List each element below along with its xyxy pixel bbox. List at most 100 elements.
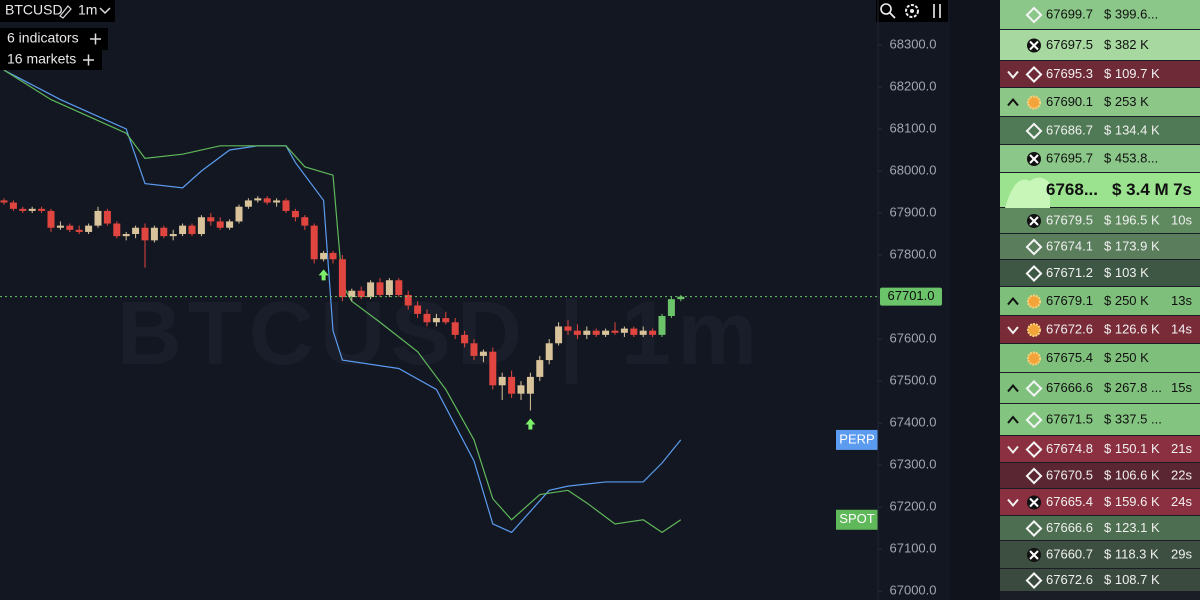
exchange-icon-mark: [1029, 40, 1039, 51]
trade-amount: $ 123.1 K: [1104, 520, 1160, 535]
y-tick-label: 67600.0: [890, 331, 937, 346]
last-price-box: [880, 287, 942, 306]
markets-box[interactable]: [0, 50, 102, 70]
candle-body: [226, 221, 234, 228]
symbol[interactable]: BTCUSD: [5, 2, 63, 18]
search-handle: [889, 12, 896, 19]
candle-body: [320, 252, 328, 260]
candle-body: [536, 360, 544, 377]
candle-body: [395, 280, 403, 295]
candle-body: [432, 318, 440, 323]
candle-body: [658, 315, 666, 335]
candle-body: [517, 385, 525, 394]
y-tick-label: 67500.0: [890, 373, 937, 388]
exchange-icon-mark: [1029, 497, 1039, 508]
candle-body: [38, 208, 46, 211]
exchange-icon: [1025, 238, 1043, 256]
edit-icon[interactable]: [59, 5, 72, 19]
candle-body: [28, 208, 36, 211]
trade-row: [1000, 61, 1200, 87]
menu-icon[interactable]: [933, 4, 941, 18]
timeframe-chevron[interactable]: [99, 7, 111, 15]
trade-age: 24s: [1171, 494, 1192, 509]
candle-body: [103, 210, 111, 224]
trade-price: 67679.1: [1046, 293, 1093, 308]
candle-body: [508, 376, 516, 394]
trade-price: 67674.8: [1046, 441, 1093, 456]
exchange-icon-mark: [1029, 550, 1039, 560]
trade-price: 67697.5: [1046, 37, 1093, 52]
trade-price: 67679.5: [1046, 212, 1093, 227]
trade-amount: $ 196.5 K: [1104, 212, 1160, 227]
trade-row: [1000, 0, 1200, 29]
y-tick-label: 67900.0: [890, 204, 937, 219]
candle-body: [188, 225, 196, 235]
exchange-icon-mark: [1029, 154, 1039, 164]
y-tick-label: 68100.0: [890, 120, 937, 135]
trade-age: 22s: [1171, 467, 1192, 482]
indicators-box[interactable]: [0, 28, 108, 50]
indicators[interactable]: 6 indicators: [7, 30, 79, 46]
candle-body: [254, 198, 262, 201]
trade-price: 67670.5: [1046, 467, 1093, 482]
candle-body: [56, 225, 64, 228]
candle-body: [141, 227, 149, 241]
trade-amount: $ 173.9 K: [1104, 238, 1160, 253]
symbol-box[interactable]: [0, 0, 115, 22]
candle-body: [367, 282, 375, 298]
candle-body: [639, 330, 647, 335]
trade-age: 29s: [1171, 546, 1192, 561]
trade-price: 6768...: [1046, 180, 1098, 199]
exchange-icon: [1027, 351, 1041, 366]
trade-arrow: [1007, 70, 1019, 80]
trade-arrow: [1007, 445, 1019, 455]
y-tick-label: 68200.0: [890, 78, 937, 93]
trade-price: 67699.7: [1046, 6, 1093, 21]
candle-body: [376, 282, 384, 295]
candle-body: [235, 206, 243, 222]
add-indicator[interactable]: [90, 33, 101, 45]
candle-body: [216, 221, 224, 228]
candle-body: [150, 227, 158, 241]
candle-body: [564, 326, 572, 331]
y-tick-label: 67300.0: [890, 457, 937, 472]
trade-arrow: [1007, 326, 1019, 335]
trade-price: 67671.2: [1046, 265, 1093, 280]
trade-amount: $ 399.6...: [1104, 6, 1158, 21]
candle-body: [291, 210, 299, 218]
settings-core: [910, 9, 914, 13]
candle-body: [677, 296, 685, 300]
buy-signal: [318, 269, 329, 281]
candle-body: [602, 330, 610, 335]
candle-body: [263, 198, 271, 203]
trade-price: 67666.6: [1046, 380, 1093, 395]
search-icon[interactable]: [880, 3, 892, 15]
trade-amount: $ 126.6 K: [1104, 321, 1160, 336]
trade-amount: $ 103 K: [1104, 265, 1149, 280]
timeframe[interactable]: 1m: [78, 2, 97, 18]
exchange-icon: [1025, 122, 1043, 140]
candle-body: [592, 330, 600, 335]
candle-body: [470, 343, 478, 356]
exchange-icon: [1027, 323, 1041, 337]
trade-amount: $ 108.7 K: [1104, 572, 1160, 587]
y-tick-label: 67200.0: [890, 499, 937, 514]
markets[interactable]: 16 markets: [7, 51, 76, 67]
trade-amount: $ 106.6 K: [1104, 467, 1160, 482]
candle-body: [348, 290, 356, 298]
series-label-box: [836, 509, 878, 530]
buy-signal: [525, 418, 536, 430]
trade-row: [1000, 260, 1200, 286]
trade-amount: $ 109.7 K: [1104, 66, 1160, 81]
candle-body: [489, 351, 497, 386]
candle-body: [423, 313, 431, 323]
candle-body: [649, 330, 657, 335]
settings-icon[interactable]: [905, 4, 919, 18]
trade-wave: [1005, 177, 1050, 208]
y-tick-label: 67800.0: [890, 246, 937, 261]
candle-body: [461, 334, 469, 344]
exchange-icon: [1025, 572, 1043, 589]
add-market[interactable]: [83, 54, 94, 66]
last-price-label: 67701.0: [888, 288, 935, 303]
exchange-icon: [1027, 294, 1041, 309]
